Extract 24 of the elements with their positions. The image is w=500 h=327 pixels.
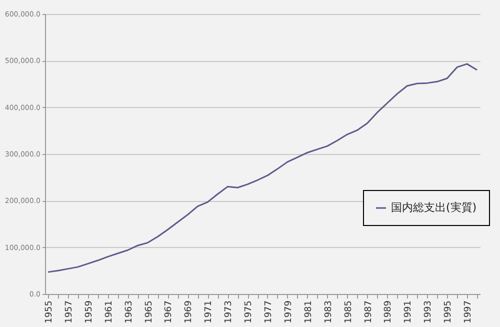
- x-tick-label: 1969: [184, 300, 194, 324]
- x-tick-label: 1981: [304, 300, 314, 324]
- legend-label: 国内総支出(実質): [391, 201, 477, 214]
- x-tick-label: 1991: [404, 300, 414, 324]
- x-tick-label: 1967: [164, 300, 174, 324]
- x-tick-label: 1989: [384, 300, 394, 324]
- x-tick-label: 1995: [444, 300, 454, 324]
- x-tick-label: 1961: [104, 300, 114, 324]
- x-tick-label: 1955: [44, 300, 54, 324]
- x-tick-label: 1977: [264, 300, 274, 324]
- x-tick-label: 1987: [364, 300, 374, 324]
- x-tick-label: 1965: [144, 300, 154, 324]
- x-tick-label: 1983: [324, 300, 334, 324]
- x-tick-label: 1993: [424, 300, 434, 324]
- line-series: [47, 63, 478, 273]
- x-tick-label: 1979: [284, 300, 294, 324]
- x-tick-label: 1971: [204, 300, 214, 324]
- x-tick-label: 1959: [84, 300, 94, 324]
- x-tick-label: 1973: [224, 300, 234, 324]
- x-tick-label: 1975: [244, 300, 254, 324]
- x-tick-label: 1997: [464, 300, 474, 324]
- x-tick-label: 1985: [344, 300, 354, 324]
- x-tick-label: 1963: [124, 300, 134, 324]
- x-tick-label: 1957: [64, 300, 74, 324]
